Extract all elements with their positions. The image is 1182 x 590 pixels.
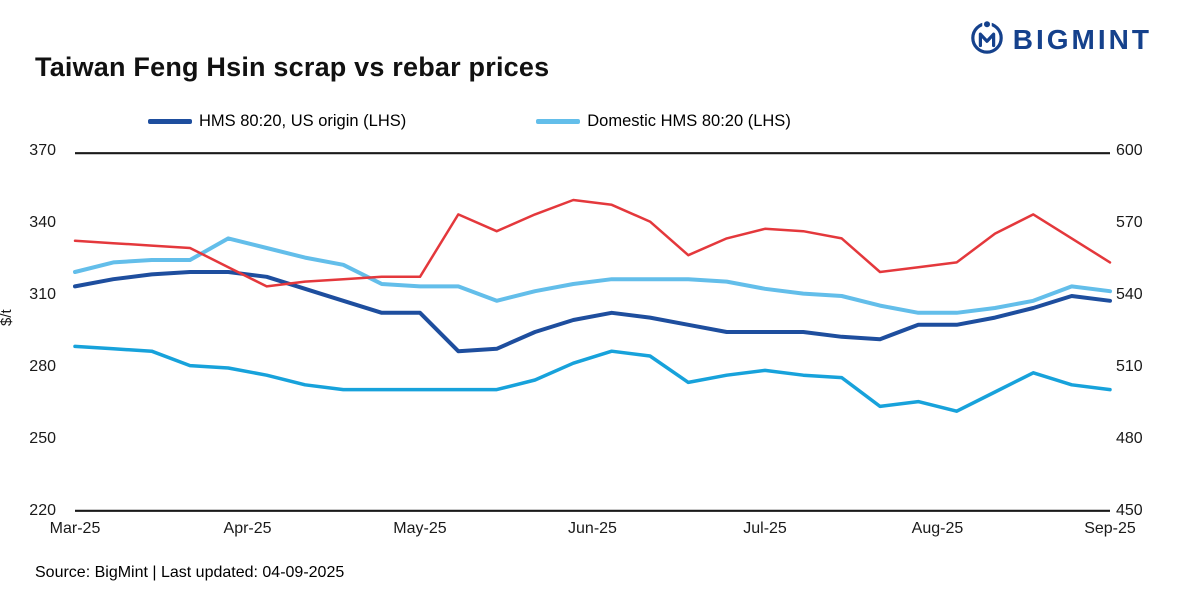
source-attribution: Source: BigMint | Last updated: 04-09-20… <box>35 564 345 581</box>
bigmint-logo-text: BIGMINT <box>1012 23 1152 55</box>
y-tick-label: 280 <box>29 358 56 375</box>
bigmint-logo: BIGMINT <box>970 20 1152 59</box>
x-tick-label: Mar-25 <box>49 520 101 537</box>
y-tick-label: 310 <box>29 286 56 303</box>
legend-label: HMS 80:20, US origin (LHS) <box>199 112 407 130</box>
legend-marker <box>536 119 581 124</box>
y-tick-label: 510 <box>1116 358 1143 375</box>
x-tick-label: May-25 <box>393 520 447 537</box>
y-axis-left-unit-label: $/t <box>0 309 15 326</box>
x-axis: Mar-25 Apr-25 May-25 Jun-25 Jul-25 Aug-25 Sep-… <box>50 520 1136 542</box>
x-tick-label: Sep-25 <box>1084 520 1136 537</box>
x-tick-label: Aug-25 <box>911 520 964 537</box>
y-tick-label: 600 <box>1116 142 1143 159</box>
series-line <box>73 198 1112 288</box>
bigmint-logo-icon <box>970 20 1004 59</box>
line-chart-canvas <box>73 152 1112 512</box>
plot-area <box>73 152 1112 512</box>
series-line <box>73 236 1112 315</box>
y-tick-label: 250 <box>29 430 56 447</box>
chart-title: Taiwan Feng Hsin scrap vs rebar prices <box>35 52 550 82</box>
chart-legend: HMS 80:20, US origin (LHS) Domestic HMS 8… <box>148 112 791 131</box>
series-line <box>73 270 1112 354</box>
y-tick-label: 220 <box>29 502 56 519</box>
x-tick-label: Jul-25 <box>743 520 787 537</box>
y-tick-label: 370 <box>29 142 56 159</box>
y-tick-label: 570 <box>1116 214 1143 231</box>
y-tick-label: 480 <box>1116 430 1143 447</box>
x-tick-label: Apr-25 <box>223 520 272 537</box>
y-axis-left: 370 340 310 280 250 220 <box>0 142 62 519</box>
series-line <box>73 344 1112 413</box>
legend-item: Domestic HMS 80:20 (LHS) <box>536 112 791 131</box>
legend-marker <box>148 119 192 124</box>
y-axis-right: 600 570 540 510 480 450 <box>1116 142 1166 519</box>
legend-label: Domestic HMS 80:20 (LHS) <box>587 112 791 130</box>
y-tick-label: 450 <box>1116 502 1143 519</box>
x-tick-label: Jun-25 <box>568 520 617 537</box>
legend-item: HMS 80:20, US origin (LHS) <box>148 112 406 131</box>
y-tick-label: 340 <box>29 214 56 231</box>
y-tick-label: 540 <box>1116 286 1143 303</box>
